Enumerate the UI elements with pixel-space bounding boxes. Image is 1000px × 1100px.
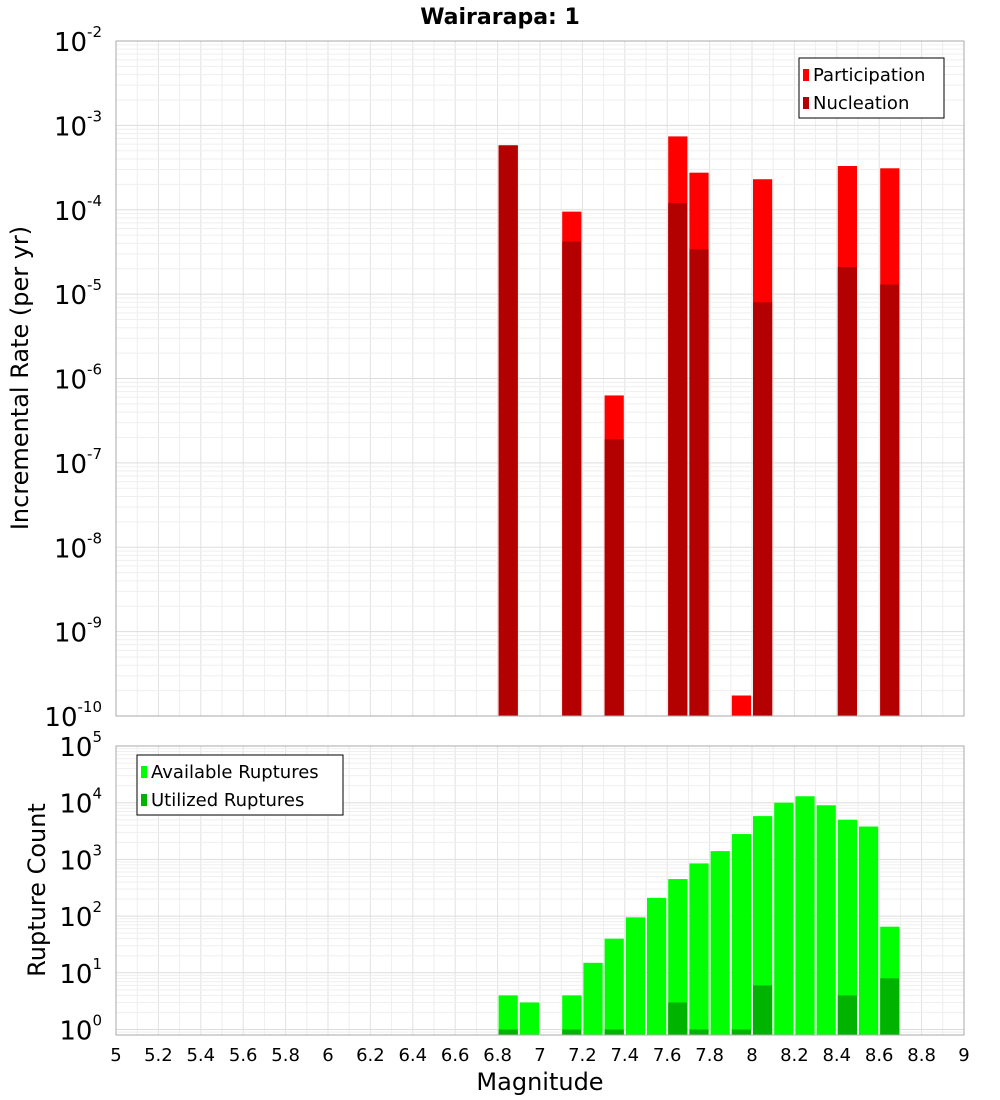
top-bar-nucleation [837,266,857,716]
bottom-bar-available-ruptures [583,962,603,1035]
x-tick-label: 5 [110,1045,121,1066]
top-bar-nucleation [753,302,773,716]
top-bar-participation [731,695,751,716]
x-tick-label: 6.2 [356,1045,385,1066]
x-tick-label: 5.4 [186,1045,215,1066]
bottom-bar-utilized-ruptures [880,978,900,1035]
bottom-y-tick-label: 105 [59,728,102,763]
bottom-bar-utilized-ruptures [668,1002,688,1035]
top-plot-area: 10-10 10-9 10-8 10-7 10-6 10-5 10-4 10-3 10-2 Par… [44,23,965,733]
top-legend [798,57,945,119]
bottom-bar-available-ruptures [731,834,751,1035]
top-bar-nucleation [604,439,624,716]
bottom-bar-available-ruptures [689,863,709,1035]
top-y-tick-label: 10-4 [54,192,102,227]
bottom-plot-border [115,745,965,1036]
x-tick-label: 6.4 [398,1045,427,1066]
top-y-tick-label: 10-8 [54,529,102,564]
bottom-plot-area: 100 101 102 103 104 105 Available Ruptures Util… [59,728,969,1066]
top-y-axis-label: Incremental Rate (per yr) [6,226,34,530]
bottom-legend-label: Available Ruptures [151,762,319,783]
x-tick-label: 6.6 [441,1045,470,1066]
x-tick-label: 8.8 [907,1045,936,1066]
top-y-tick-label: 10-6 [54,361,102,396]
x-tick-label: 5.6 [229,1045,258,1066]
top-legend-label: Participation [813,65,925,86]
x-tick-label: 6.8 [483,1045,512,1066]
x-tick-label: 8.2 [780,1045,809,1066]
chart-title: Wairarapa: 1 [420,5,580,30]
bottom-bar-available-ruptures [562,995,582,1035]
bottom-y-axis-label: Rupture Count [23,803,51,977]
top-bar-nucleation [689,249,709,716]
bottom-bar-utilized-ruptures [731,1029,751,1035]
bottom-bar-utilized-ruptures [562,1029,582,1035]
x-tick-label: 8.4 [822,1045,851,1066]
bottom-bar-utilized-ruptures [837,995,857,1035]
x-tick-label: 7.8 [695,1045,724,1066]
bottom-bar-available-ruptures [774,802,794,1035]
bottom-legend-swatch [141,794,147,806]
bottom-legend [136,754,344,816]
top-y-tick-label: 10-3 [54,107,102,142]
x-axis-label: Magnitude [476,1068,603,1096]
top-bar-nucleation [668,203,688,716]
bottom-bar-available-ruptures [710,851,730,1035]
top-bar-nucleation [498,145,518,717]
top-legend-swatch [803,97,809,109]
top-bar-nucleation [562,241,582,717]
bottom-bar-available-ruptures [668,879,688,1035]
bottom-bar-utilized-ruptures [604,1029,624,1035]
top-y-tick-label: 10-5 [54,276,102,311]
bottom-legend-swatch [141,766,147,778]
bottom-bar-available-ruptures [519,1002,539,1035]
bottom-y-tick-label: 102 [59,898,102,933]
bottom-y-tick-label: 101 [59,955,102,990]
x-tick-label: 8.6 [865,1045,894,1066]
bottom-bar-available-ruptures [604,938,624,1035]
bottom-y-tick-label: 104 [59,785,102,820]
x-tick-label: 5.8 [271,1045,300,1066]
x-tick-label: 7.2 [568,1045,597,1066]
top-bar-nucleation [880,284,900,716]
x-tick-label: 7.4 [610,1045,639,1066]
bottom-bar-available-ruptures [498,995,518,1035]
bottom-bar-available-ruptures [795,796,815,1035]
top-y-tick-label: 10-9 [54,614,102,649]
bottom-bar-utilized-ruptures [498,1029,518,1035]
bottom-bar-available-ruptures [753,816,773,1035]
bottom-bar-available-ruptures [625,917,645,1035]
bottom-y-tick-label: 103 [59,841,102,876]
x-tick-label: 5.2 [144,1045,173,1066]
bottom-bar-utilized-ruptures [753,985,773,1035]
x-tick-label: 9 [958,1045,969,1066]
bottom-bar-available-ruptures [859,826,879,1035]
top-legend-label: Nucleation [813,93,909,114]
top-y-tick-label: 10-10 [44,698,102,733]
bottom-bar-available-ruptures [647,897,667,1035]
bottom-y-tick-label: 100 [59,1012,102,1047]
top-legend-swatch [803,69,809,81]
top-y-tick-label: 10-7 [54,445,102,480]
top-plot-border [115,40,965,717]
x-tick-label: 6 [322,1045,333,1066]
x-tick-label: 8 [746,1045,757,1066]
x-tick-label: 7 [534,1045,545,1066]
bottom-bar-utilized-ruptures [689,1029,709,1035]
bottom-bar-available-ruptures [816,805,836,1035]
bottom-legend-label: Utilized Ruptures [151,790,304,811]
bottom-bar-available-ruptures [837,819,857,1035]
x-tick-label: 7.6 [653,1045,682,1066]
top-y-tick-label: 10-2 [54,23,102,58]
